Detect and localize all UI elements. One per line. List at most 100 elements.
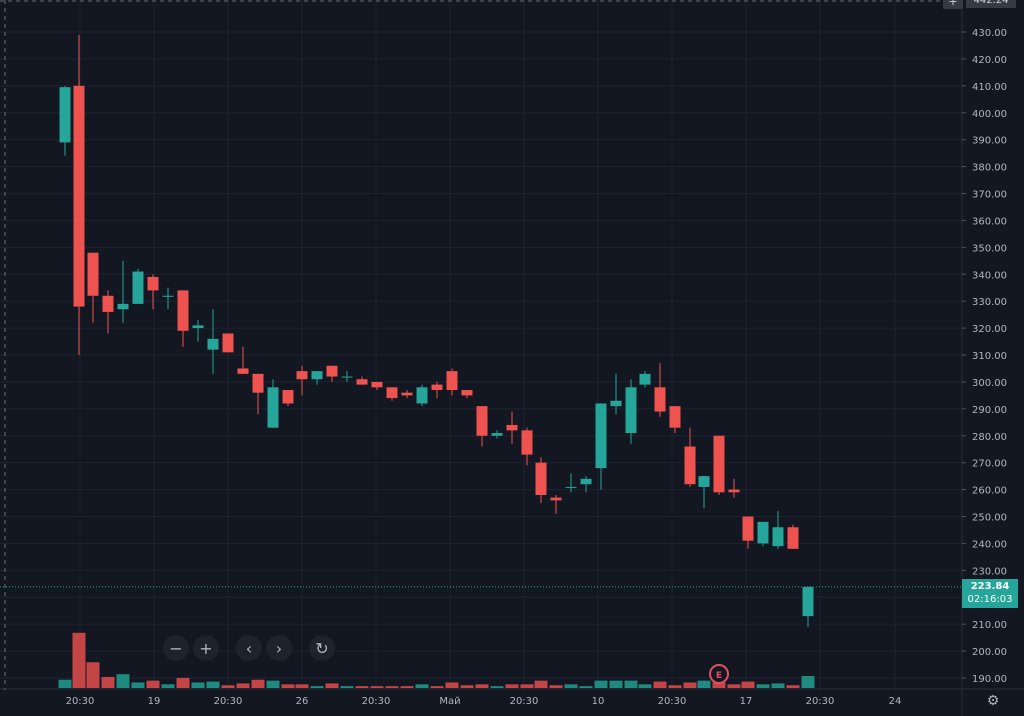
candle-up[interactable] [772, 527, 784, 547]
add-alert-button[interactable]: + [943, 0, 963, 9]
volume-bar-down [295, 684, 309, 688]
volume-bar-down [430, 686, 444, 688]
price-axis-label: 370.00 [972, 190, 1007, 201]
time-axis-label: 20:30 [510, 696, 539, 707]
candle-down[interactable] [787, 527, 799, 549]
volume-bar-down [534, 680, 548, 688]
candle-down[interactable] [742, 516, 754, 541]
volume-bar-up [638, 684, 652, 688]
candle-down[interactable] [177, 290, 189, 331]
price-axis-label: 430.00 [972, 28, 1007, 39]
candle-up[interactable] [416, 387, 428, 404]
time-axis-label: 20:30 [806, 696, 835, 707]
candle-up[interactable] [757, 521, 769, 544]
price-axis-label: 310.00 [972, 351, 1007, 362]
candle-down[interactable] [535, 462, 547, 495]
candle-down[interactable] [73, 85, 85, 307]
time-axis-label: 20:30 [214, 696, 243, 707]
candle-up[interactable] [595, 403, 607, 469]
candle-up[interactable] [625, 387, 637, 434]
candle-down[interactable] [669, 406, 681, 428]
candle-up[interactable] [580, 478, 592, 485]
candle-up[interactable] [267, 387, 279, 428]
candle-down[interactable] [684, 446, 696, 485]
candle-down[interactable] [521, 430, 533, 455]
candle-down[interactable] [237, 368, 249, 374]
candle-down[interactable] [102, 295, 114, 312]
time-axis-label: 20:30 [658, 696, 687, 707]
volume-bar-down [385, 686, 399, 688]
volume-bar-down [520, 684, 534, 688]
volume-bar-down [727, 684, 741, 688]
volume-bar-down [146, 680, 160, 688]
candle-down[interactable] [728, 489, 740, 493]
candle-down[interactable] [446, 371, 458, 390]
volume-bar-down [236, 683, 250, 688]
price-axis-label: 400.00 [972, 109, 1007, 120]
candle-down[interactable] [147, 276, 159, 291]
candle-down[interactable] [506, 424, 518, 431]
candle-up[interactable] [698, 476, 710, 487]
candle-up[interactable] [162, 295, 174, 297]
volume-bar-down [370, 686, 384, 688]
candle-down[interactable] [356, 379, 368, 385]
candle-up[interactable] [59, 87, 71, 143]
candle-down[interactable] [476, 406, 488, 436]
volume-bar-up [697, 680, 711, 688]
candle-up[interactable] [341, 376, 353, 378]
last-price-value: 223.84 [970, 581, 1010, 592]
candle-up[interactable] [610, 400, 622, 407]
candle-up[interactable] [132, 271, 144, 304]
volume-bar-down [400, 686, 414, 688]
zoom-out-button[interactable]: − [163, 635, 189, 661]
candle-up[interactable] [311, 371, 323, 380]
candle-down[interactable] [371, 381, 383, 388]
time-axis-label: 20:30 [362, 696, 391, 707]
candle-down[interactable] [222, 333, 234, 353]
candle-up[interactable] [639, 373, 651, 385]
volume-bar-up [756, 684, 770, 688]
candle-down[interactable] [461, 389, 473, 396]
price-axis-label: 410.00 [972, 82, 1007, 93]
candle-down[interactable] [326, 365, 338, 377]
zoom-in-button[interactable]: + [193, 635, 219, 661]
candle-down[interactable] [401, 392, 413, 396]
crosshair-price-label: 442.24 [966, 0, 1016, 8]
volume-bar-up [116, 674, 130, 688]
candle-down[interactable] [296, 371, 308, 380]
time-axis-label: 10 [592, 696, 605, 707]
last-price-label: 223.84 02:16:03 [962, 579, 1018, 608]
settings-gear-icon[interactable]: ⚙ [986, 693, 1000, 709]
volume-bar-up [161, 684, 175, 688]
volume-bar-down [475, 684, 489, 688]
scroll-left-button[interactable]: ‹ [236, 635, 262, 661]
time-axis-label: 26 [296, 696, 309, 707]
candle-down[interactable] [386, 387, 398, 399]
candle-down[interactable] [252, 373, 264, 393]
candle-up[interactable] [802, 586, 814, 617]
candle-down[interactable] [550, 497, 562, 501]
time-axis-label: 24 [889, 696, 902, 707]
candle-down[interactable] [87, 252, 99, 296]
earnings-marker[interactable]: E [709, 664, 729, 684]
volume-bar-down [86, 662, 100, 688]
candle-up[interactable] [117, 303, 129, 310]
candle-down[interactable] [431, 384, 443, 390]
price-axis-label: 380.00 [972, 163, 1007, 174]
candle-up[interactable] [565, 486, 577, 488]
volume-bar-up [340, 686, 354, 688]
scroll-right-button[interactable]: › [266, 635, 292, 661]
candle-up[interactable] [207, 338, 219, 350]
time-axis-label: Май [439, 696, 460, 707]
candle-down[interactable] [713, 435, 725, 493]
candle-up[interactable] [192, 325, 204, 329]
candle-down[interactable] [282, 389, 294, 404]
candle-up[interactable] [491, 433, 503, 436]
volume-bar-up [624, 680, 638, 688]
candle-down[interactable] [654, 387, 666, 412]
volume-bar-up [266, 680, 280, 688]
volume-bar-down [460, 685, 474, 688]
reset-chart-button[interactable]: ↻ [309, 635, 335, 661]
